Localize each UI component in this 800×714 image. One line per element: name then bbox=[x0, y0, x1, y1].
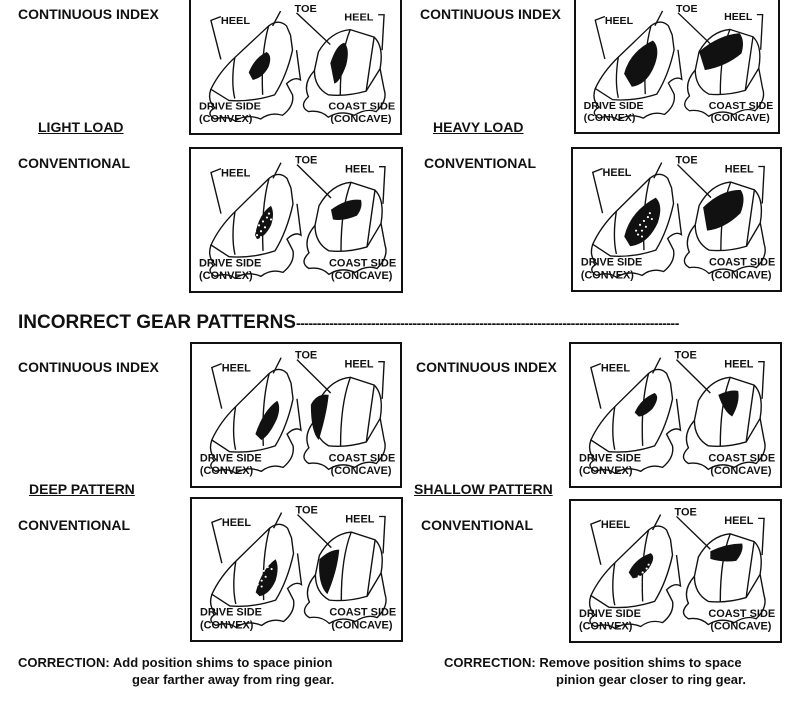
gear-pattern-panel: HEEL TOE HEEL DRIVE SIDE (CONVEX) COAST … bbox=[569, 499, 782, 643]
heel-label: HEEL bbox=[344, 12, 374, 24]
drive-convex-label: (CONVEX) bbox=[200, 465, 254, 477]
coast-side-label: COAST SIDE bbox=[708, 453, 775, 465]
heel-label: HEEL bbox=[725, 163, 754, 175]
coast-side-label: COAST SIDE bbox=[709, 101, 774, 112]
gear-diagram: HEEL TOE HEEL DRIVE SIDE (CONVEX) COAST … bbox=[199, 155, 396, 282]
toe-label: TOE bbox=[296, 505, 318, 517]
toe-label: TOE bbox=[676, 4, 698, 15]
coast-concave-label: (CONCAVE) bbox=[331, 619, 393, 631]
gear-pattern-panel: HEEL TOE HEEL DRIVE SIDE (CONVEX) COAST … bbox=[574, 0, 780, 134]
heel-label: HEEL bbox=[345, 359, 374, 371]
drive-convex-label: (CONVEX) bbox=[200, 619, 254, 631]
toe-label: TOE bbox=[675, 507, 697, 519]
heel-label: HEEL bbox=[345, 164, 375, 176]
gear-diagram: HEEL TOE HEEL DRIVE SIDE (CONVEX) COAST … bbox=[579, 507, 775, 633]
coast-side-label: COAST SIDE bbox=[329, 258, 396, 270]
panel-type-label: CONTINUOUS INDEX bbox=[18, 6, 159, 22]
heel-label: HEEL bbox=[601, 362, 631, 374]
coast-side-label: COAST SIDE bbox=[709, 257, 775, 269]
category-label: SHALLOW PATTERN bbox=[414, 481, 553, 497]
toe-label: TOE bbox=[676, 155, 698, 167]
gear-diagram: HEEL TOE HEEL DRIVE SIDE (CONVEX) COAST … bbox=[199, 3, 395, 125]
drive-convex-label: (CONVEX) bbox=[581, 269, 634, 281]
panel-type-label: CONTINUOUS INDEX bbox=[416, 359, 557, 375]
drive-side-label: DRIVE SIDE bbox=[199, 258, 261, 270]
section-rule: ----------------------------------------… bbox=[295, 315, 679, 331]
correction-text: gear farther away from ring gear. bbox=[132, 672, 335, 687]
gear-diagram: HEEL TOE HEEL DRIVE SIDE (CONVEX) COAST … bbox=[584, 4, 774, 124]
heel-label: HEEL bbox=[221, 168, 251, 180]
drive-side-label: DRIVE SIDE bbox=[579, 608, 641, 620]
category-label: LIGHT LOAD bbox=[38, 119, 124, 135]
heel-label: HEEL bbox=[724, 515, 754, 527]
drive-side-label: DRIVE SIDE bbox=[199, 101, 261, 113]
correction-text: Remove position shims to space bbox=[539, 655, 742, 670]
gear-pattern-panel: HEEL TOE HEEL DRIVE SIDE (CONVEX) COAST … bbox=[190, 497, 403, 642]
heel-label: HEEL bbox=[603, 167, 632, 179]
heel-label: HEEL bbox=[724, 12, 753, 23]
coast-concave-label: (CONCAVE) bbox=[711, 269, 772, 281]
panel-type-label: CONVENTIONAL bbox=[18, 517, 130, 533]
toe-label: TOE bbox=[295, 3, 317, 15]
heel-label: HEEL bbox=[601, 519, 631, 531]
section-title-text: INCORRECT GEAR PATTERNS bbox=[18, 312, 296, 333]
drive-side-label: DRIVE SIDE bbox=[581, 257, 642, 269]
gear-diagram: HEEL TOE HEEL DRIVE SIDE (CONVEX) COAST … bbox=[581, 155, 775, 282]
gear-diagram: HEEL TOE HEEL DRIVE SIDE (CONVEX) COAST … bbox=[579, 350, 775, 477]
gear-pattern-panel: HEEL TOE HEEL DRIVE SIDE (CONVEX) COAST … bbox=[571, 147, 782, 292]
heel-label: HEEL bbox=[222, 517, 252, 529]
heel-label: HEEL bbox=[724, 359, 754, 371]
gear-pattern-panel: HEEL TOE HEEL DRIVE SIDE (CONVEX) COAST … bbox=[190, 342, 402, 488]
coast-concave-label: (CONCAVE) bbox=[331, 465, 392, 477]
correction-label: CORRECTION: bbox=[444, 655, 536, 670]
coast-concave-label: (CONCAVE) bbox=[711, 113, 770, 124]
gear-diagram: HEEL TOE HEEL DRIVE SIDE (CONVEX) COAST … bbox=[200, 505, 396, 632]
drive-side-label: DRIVE SIDE bbox=[579, 453, 641, 465]
toe-label: TOE bbox=[295, 155, 317, 167]
correction-text: pinion gear closer to ring gear. bbox=[556, 672, 746, 687]
drive-convex-label: (CONVEX) bbox=[579, 621, 633, 633]
panel-type-label: CONVENTIONAL bbox=[421, 517, 533, 533]
coast-side-label: COAST SIDE bbox=[708, 608, 775, 620]
drive-convex-label: (CONVEX) bbox=[199, 113, 252, 125]
drive-convex-label: (CONVEX) bbox=[579, 465, 633, 477]
category-label: DEEP PATTERN bbox=[29, 481, 135, 497]
category-label: HEAVY LOAD bbox=[433, 119, 524, 135]
coast-side-label: COAST SIDE bbox=[329, 607, 396, 619]
coast-side-label: COAST SIDE bbox=[328, 101, 395, 113]
heel-label: HEEL bbox=[345, 513, 375, 525]
coast-concave-label: (CONCAVE) bbox=[330, 113, 391, 125]
toe-label: TOE bbox=[675, 350, 697, 362]
coast-concave-label: (CONCAVE) bbox=[331, 270, 393, 282]
coast-side-label: COAST SIDE bbox=[329, 453, 396, 465]
drive-side-label: DRIVE SIDE bbox=[584, 101, 644, 112]
correction-right: CORRECTION: Remove position shims to spa… bbox=[444, 654, 746, 688]
drive-side-label: DRIVE SIDE bbox=[200, 453, 262, 465]
correction-label: CORRECTION: bbox=[18, 655, 110, 670]
heel-label: HEEL bbox=[221, 15, 251, 27]
panel-type-label: CONVENTIONAL bbox=[424, 155, 536, 171]
drive-side-label: DRIVE SIDE bbox=[200, 607, 262, 619]
panel-type-label: CONVENTIONAL bbox=[18, 155, 130, 171]
correction-text: Add position shims to space pinion bbox=[112, 655, 333, 670]
drive-convex-label: (CONVEX) bbox=[199, 270, 253, 282]
gear-pattern-panel: HEEL TOE HEEL DRIVE SIDE (CONVEX) COAST … bbox=[189, 147, 403, 293]
coast-concave-label: (CONCAVE) bbox=[710, 465, 772, 477]
heel-label: HEEL bbox=[222, 362, 251, 374]
correction-left: CORRECTION: Add position shims to space … bbox=[18, 654, 334, 688]
panel-type-label: CONTINUOUS INDEX bbox=[18, 359, 159, 375]
toe-label: TOE bbox=[295, 350, 317, 362]
panel-type-label: CONTINUOUS INDEX bbox=[420, 6, 561, 22]
coast-concave-label: (CONCAVE) bbox=[710, 621, 772, 633]
gear-diagram: HEEL TOE HEEL DRIVE SIDE (CONVEX) COAST … bbox=[200, 350, 396, 477]
gear-pattern-panel: HEEL TOE HEEL DRIVE SIDE (CONVEX) COAST … bbox=[569, 342, 782, 488]
drive-convex-label: (CONVEX) bbox=[584, 113, 636, 124]
heel-label: HEEL bbox=[605, 16, 634, 27]
section-title: INCORRECT GEAR PATTERNS-----------------… bbox=[18, 312, 788, 334]
gear-pattern-panel: HEEL TOE HEEL DRIVE SIDE (CONVEX) COAST … bbox=[189, 0, 402, 135]
